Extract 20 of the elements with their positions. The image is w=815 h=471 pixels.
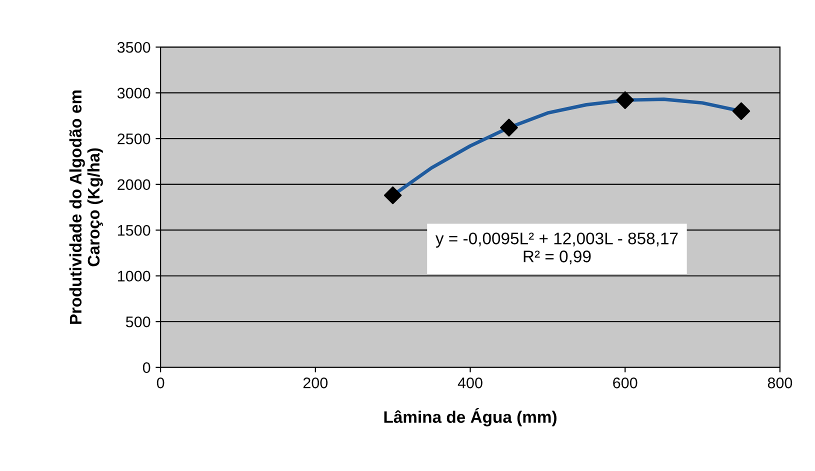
y-tick-label: 1500 — [118, 224, 150, 236]
x-tick-label: 0 — [156, 378, 164, 388]
point — [616, 91, 634, 110]
point — [384, 186, 402, 204]
y-tick-label: 2000 — [118, 179, 150, 190]
y-tick-label: 3000 — [117, 88, 150, 99]
y-axis-title: Produtividade do Algodão em Caroço (Kg/ha) — [69, 90, 103, 324]
point — [500, 118, 518, 137]
annotation: y = -0,0095L² + 12,003L - 858,17 R² = 0,99 — [435, 232, 678, 264]
y-tick-label: 500 — [126, 316, 150, 328]
y-tick-label: 0 — [142, 362, 150, 374]
x-tick-label: 400 — [458, 378, 482, 388]
x-tick-label: 200 — [303, 378, 328, 388]
y-tick-label: 3500 — [117, 42, 150, 53]
x-axis-title: Lâmina de Água (mm) — [384, 408, 556, 426]
x-tick-label: 600 — [613, 378, 638, 388]
y-tick-label: 2500 — [118, 133, 150, 144]
y-tick-label: 1000 — [118, 270, 150, 282]
x-tick-label: 800 — [768, 378, 792, 388]
point — [732, 102, 750, 120]
